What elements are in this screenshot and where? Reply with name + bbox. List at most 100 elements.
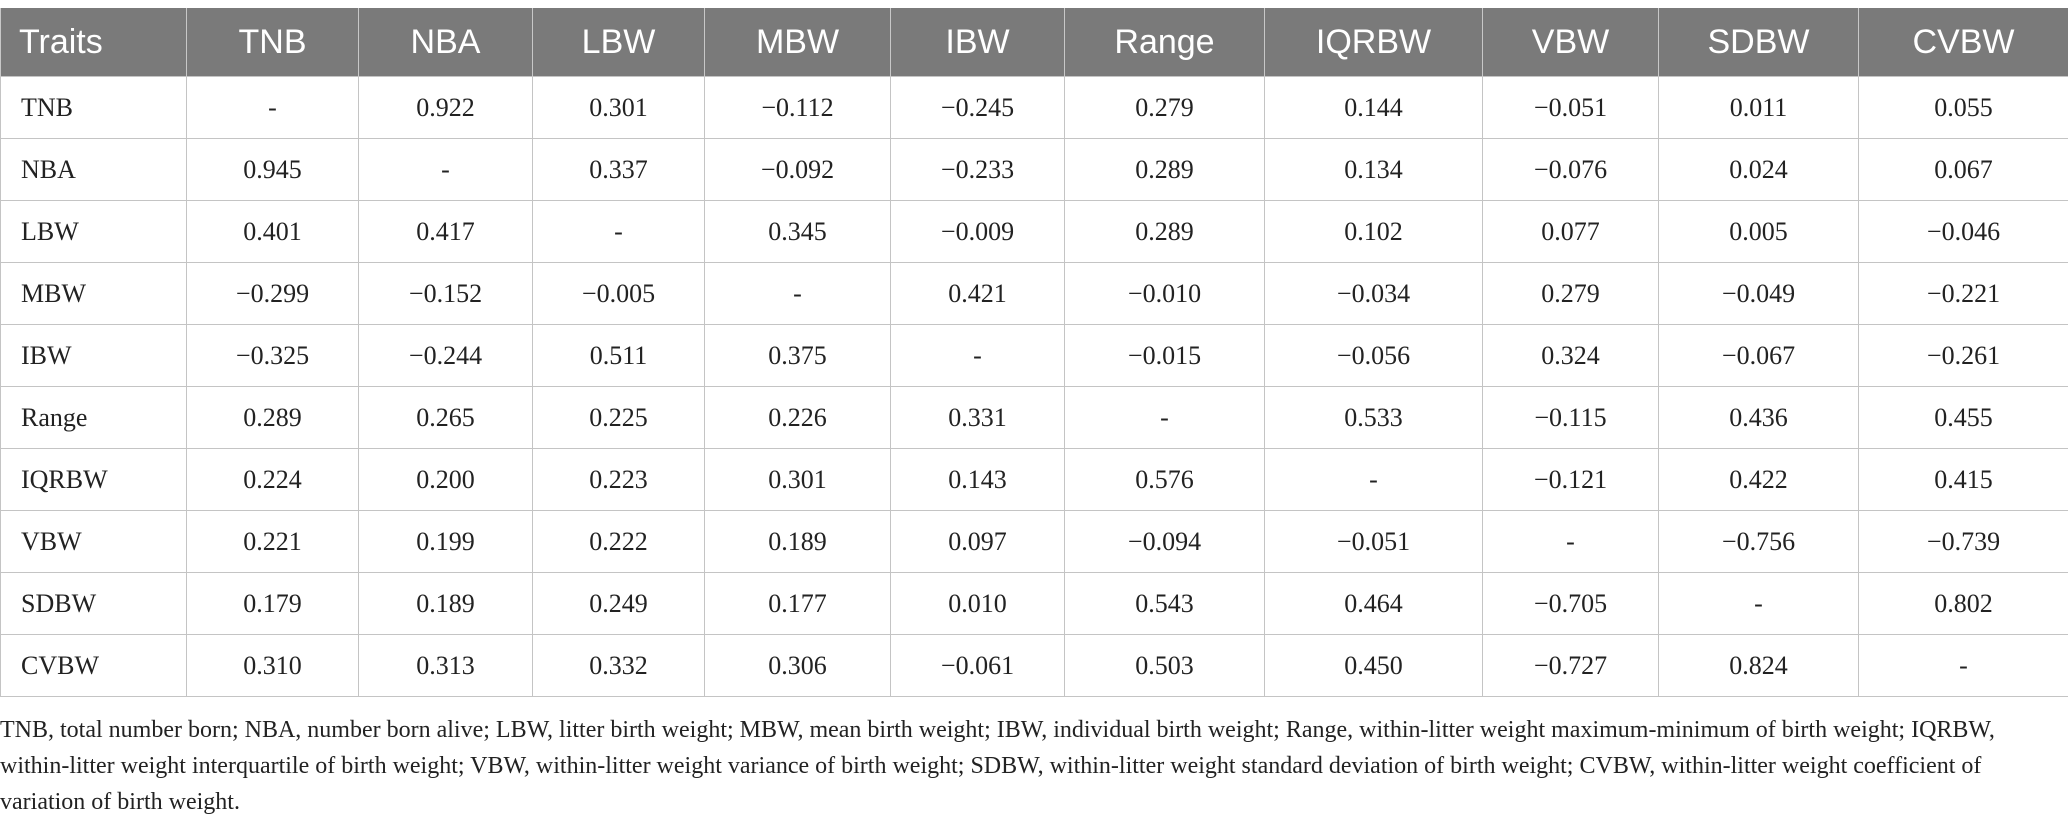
table-row: TNB -0.922 0.301 −0.112 −0.245 0.279 0.144 −0.0… <box>0 76 2068 139</box>
table-row: SDBW 0.179 0.189 0.249 0.177 0.010 0.543 0.464−… <box>0 572 2068 635</box>
table-cell: 0.301 <box>532 76 705 139</box>
table-cell: 0.422 <box>1658 448 1859 511</box>
table-cell: −0.046 <box>1858 200 2068 263</box>
table-cell: - <box>704 262 891 325</box>
table-cell: - <box>186 76 359 139</box>
table-cell: 0.005 <box>1658 200 1859 263</box>
table-cell: 0.223 <box>532 448 705 511</box>
table-cell: 0.179 <box>186 572 359 635</box>
table-cell: −0.121 <box>1482 448 1659 511</box>
table-cell: 0.097 <box>890 510 1065 573</box>
table-cell: - <box>532 200 705 263</box>
table-cell: −0.051 <box>1482 76 1659 139</box>
column-header-vbw: VBW <box>1482 8 1659 77</box>
table-cell: 0.503 <box>1064 634 1265 697</box>
table-row: LBW 0.401 0.417-0.345 −0.009 0.289 0.102 0.077… <box>0 200 2068 263</box>
table-row: MBW −0.299 −0.152 −0.005-0.421 −0.010 −0.034 0… <box>0 262 2068 325</box>
table-cell: −0.092 <box>704 138 891 201</box>
row-header-sdbw: SDBW <box>0 572 187 635</box>
table-cell: 0.576 <box>1064 448 1265 511</box>
table-cell: 0.511 <box>532 324 705 387</box>
table-cell: 0.289 <box>1064 200 1265 263</box>
table-cell: 0.375 <box>704 324 891 387</box>
table-cell: −0.115 <box>1482 386 1659 449</box>
table-cell: 0.102 <box>1264 200 1483 263</box>
table-row: NBA 0.945-0.337 −0.092 −0.233 0.289 0.134 −0.0… <box>0 138 2068 201</box>
column-header-lbw: LBW <box>532 8 705 77</box>
table-cell: −0.009 <box>890 200 1065 263</box>
table-cell: - <box>1658 572 1859 635</box>
table-cell: - <box>1482 510 1659 573</box>
table-body: TNB -0.922 0.301 −0.112 −0.245 0.279 0.144 −0.0… <box>0 76 2068 697</box>
table-cell: 0.313 <box>358 634 533 697</box>
table-cell: −0.244 <box>358 324 533 387</box>
table-cell: 0.144 <box>1264 76 1483 139</box>
table-cell: 0.226 <box>704 386 891 449</box>
correlation-table-container: Traits TNB NBA LBW MBW IBW Range IQRBW VBW SDBW CV… <box>0 8 2068 697</box>
column-header-traits: Traits <box>0 8 187 77</box>
table-cell: 0.401 <box>186 200 359 263</box>
table-cell: −0.005 <box>532 262 705 325</box>
table-cell: 0.945 <box>186 138 359 201</box>
table-row: CVBW 0.310 0.313 0.332 0.306 −0.061 0.503 0.450… <box>0 634 2068 697</box>
table-cell: 0.265 <box>358 386 533 449</box>
table-cell: 0.221 <box>186 510 359 573</box>
table-cell: 0.199 <box>358 510 533 573</box>
table-cell: −0.034 <box>1264 262 1483 325</box>
table-cell: −0.112 <box>704 76 891 139</box>
table-cell: 0.200 <box>358 448 533 511</box>
table-cell: 0.421 <box>890 262 1065 325</box>
table-cell: 0.306 <box>704 634 891 697</box>
table-cell: 0.533 <box>1264 386 1483 449</box>
row-header-lbw: LBW <box>0 200 187 263</box>
table-cell: 0.543 <box>1064 572 1265 635</box>
row-header-ibw: IBW <box>0 324 187 387</box>
table-cell: −0.015 <box>1064 324 1265 387</box>
table-cell: 0.024 <box>1658 138 1859 201</box>
table-cell: −0.299 <box>186 262 359 325</box>
table-cell: 0.289 <box>1064 138 1265 201</box>
column-header-tnb: TNB <box>186 8 359 77</box>
row-header-vbw: VBW <box>0 510 187 573</box>
table-cell: 0.301 <box>704 448 891 511</box>
column-header-sdbw: SDBW <box>1658 8 1859 77</box>
table-cell: −0.056 <box>1264 324 1483 387</box>
table-cell: 0.177 <box>704 572 891 635</box>
table-cell: −0.094 <box>1064 510 1265 573</box>
table-cell: 0.464 <box>1264 572 1483 635</box>
table-cell: 0.332 <box>532 634 705 697</box>
table-cell: −0.756 <box>1658 510 1859 573</box>
table-cell: 0.279 <box>1064 76 1265 139</box>
table-cell: 0.337 <box>532 138 705 201</box>
table-cell: 0.324 <box>1482 324 1659 387</box>
row-header-iqrbw: IQRBW <box>0 448 187 511</box>
column-header-nba: NBA <box>358 8 533 77</box>
table-header: Traits TNB NBA LBW MBW IBW Range IQRBW VBW SDBW CV… <box>0 8 2068 77</box>
column-header-range: Range <box>1064 8 1265 77</box>
table-cell: 0.455 <box>1858 386 2068 449</box>
table-cell: −0.221 <box>1858 262 2068 325</box>
table-cell: −0.010 <box>1064 262 1265 325</box>
table-row: IQRBW 0.224 0.200 0.223 0.301 0.143 0.576- −0.1… <box>0 448 2068 511</box>
table-cell: −0.051 <box>1264 510 1483 573</box>
table-cell: 0.310 <box>186 634 359 697</box>
table-cell: 0.134 <box>1264 138 1483 201</box>
table-cell: 0.010 <box>890 572 1065 635</box>
table-cell: 0.331 <box>890 386 1065 449</box>
table-cell: 0.289 <box>186 386 359 449</box>
table-cell: 0.189 <box>358 572 533 635</box>
table-cell: 0.143 <box>890 448 1065 511</box>
table-cell: 0.224 <box>186 448 359 511</box>
column-header-iqrbw: IQRBW <box>1264 8 1483 77</box>
column-header-mbw: MBW <box>704 8 891 77</box>
column-header-ibw: IBW <box>890 8 1065 77</box>
table-cell: −0.705 <box>1482 572 1659 635</box>
table-row: IBW −0.325 −0.244 0.511 0.375- −0.015 −0.056 0.… <box>0 324 2068 387</box>
table-cell: 0.922 <box>358 76 533 139</box>
table-row: Range 0.289 0.265 0.225 0.226 0.331-0.533 −0.1… <box>0 386 2068 449</box>
table-cell: 0.824 <box>1658 634 1859 697</box>
table-cell: −0.739 <box>1858 510 2068 573</box>
table-cell: −0.076 <box>1482 138 1659 201</box>
table-cell: 0.225 <box>532 386 705 449</box>
header-row: Traits TNB NBA LBW MBW IBW Range IQRBW VBW SDBW CV… <box>0 8 2068 77</box>
